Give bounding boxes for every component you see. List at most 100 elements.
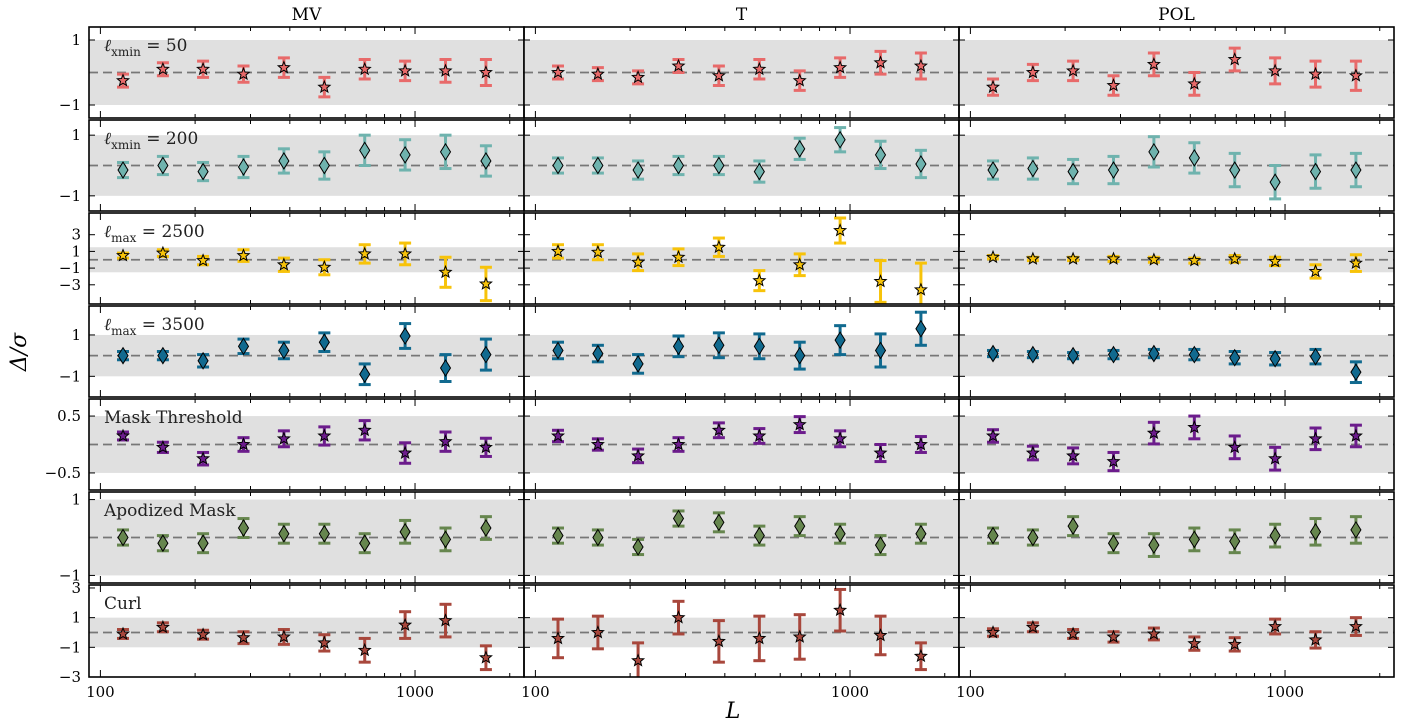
data-point	[358, 362, 371, 387]
data-point	[1107, 154, 1120, 186]
star-marker	[671, 437, 686, 451]
panel-plot-area	[524, 126, 959, 196]
star-marker	[357, 422, 372, 437]
data-point	[398, 441, 413, 465]
diamond-marker	[318, 333, 330, 352]
data-point	[478, 58, 493, 87]
star-marker	[1066, 626, 1081, 640]
panel-plot-area	[524, 415, 959, 473]
data-point	[115, 248, 131, 262]
y-tick-label: −1	[59, 259, 81, 277]
data-point	[1025, 62, 1040, 83]
data-point	[1025, 444, 1040, 462]
star-marker	[1066, 63, 1081, 77]
panel-plot-area	[524, 587, 959, 677]
data-point	[1188, 526, 1201, 553]
data-point	[399, 322, 412, 350]
diamond-marker	[359, 365, 371, 384]
data-point	[317, 633, 332, 653]
data-point	[874, 332, 887, 369]
data-point	[552, 156, 565, 175]
y-tick-label: 1	[71, 31, 81, 49]
star-marker	[792, 73, 807, 87]
star-marker	[1025, 65, 1040, 79]
data-point	[317, 258, 332, 277]
data-point	[1269, 522, 1282, 549]
star-marker	[833, 602, 848, 617]
data-point	[1106, 251, 1121, 265]
diamond-marker	[987, 344, 999, 363]
y-tick-label: −1	[59, 638, 81, 656]
data-point	[398, 241, 413, 267]
star-marker	[711, 68, 726, 82]
diamond-marker	[552, 341, 564, 360]
star-marker	[631, 448, 646, 462]
diamond-marker	[480, 345, 492, 364]
data-point	[1227, 46, 1242, 73]
star-marker	[550, 244, 566, 258]
data-point	[591, 343, 604, 364]
star-marker	[1106, 78, 1121, 92]
diamond-marker	[592, 344, 604, 363]
star-marker	[671, 58, 686, 72]
data-point	[478, 265, 493, 303]
data-point	[712, 154, 725, 177]
diamond-marker	[1067, 162, 1079, 181]
data-point	[550, 64, 566, 81]
data-point	[1349, 151, 1362, 189]
data-point	[1228, 528, 1241, 555]
data-point	[631, 69, 646, 86]
diamond-marker	[359, 534, 371, 553]
star-marker	[873, 445, 888, 460]
data-point	[1107, 345, 1120, 364]
data-point	[792, 69, 807, 92]
star-marker	[1066, 251, 1081, 265]
panel-row7-t	[523, 584, 960, 678]
data-point	[873, 614, 888, 657]
star-marker	[115, 73, 131, 87]
data-point	[753, 524, 766, 547]
data-point	[398, 59, 413, 83]
data-point	[1228, 348, 1241, 367]
data-point	[357, 419, 372, 442]
star-marker	[317, 259, 332, 274]
data-point	[197, 351, 210, 370]
diamond-marker	[278, 152, 290, 170]
x-tick-label: 1000	[831, 683, 869, 701]
data-point	[155, 245, 170, 260]
star-marker	[590, 244, 605, 259]
data-point	[1227, 636, 1242, 653]
data-point	[1348, 616, 1363, 637]
star-marker	[236, 630, 251, 644]
y-tick-label: 1	[71, 126, 81, 144]
data-point	[833, 429, 848, 449]
diamond-marker	[1269, 526, 1281, 545]
data-point	[711, 619, 726, 664]
data-point	[399, 138, 412, 172]
star-marker	[398, 246, 413, 260]
data-point	[1268, 254, 1283, 268]
panel-plot-area	[959, 499, 1394, 576]
data-point	[632, 353, 645, 375]
data-point	[196, 59, 211, 79]
data-point	[439, 526, 452, 553]
star-marker	[792, 629, 807, 643]
diamond-marker	[987, 161, 999, 179]
panel-plot-area	[524, 310, 959, 377]
diamond-marker	[480, 152, 492, 170]
diamond-marker	[197, 534, 209, 553]
panel-row7-pol	[958, 584, 1395, 678]
data-point	[117, 528, 130, 547]
data-point	[317, 425, 332, 447]
data-point	[711, 236, 726, 258]
panel-plot-area	[89, 499, 524, 576]
row-label-symbol: ℓ	[104, 129, 111, 149]
data-point	[317, 75, 332, 99]
star-marker	[1268, 619, 1283, 633]
diamond-marker	[399, 522, 411, 541]
data-point	[752, 269, 767, 293]
diamond-marker	[157, 156, 169, 175]
data-point	[1026, 156, 1039, 181]
panel-frame	[958, 491, 1395, 584]
y-tick-label: 1	[71, 326, 81, 344]
